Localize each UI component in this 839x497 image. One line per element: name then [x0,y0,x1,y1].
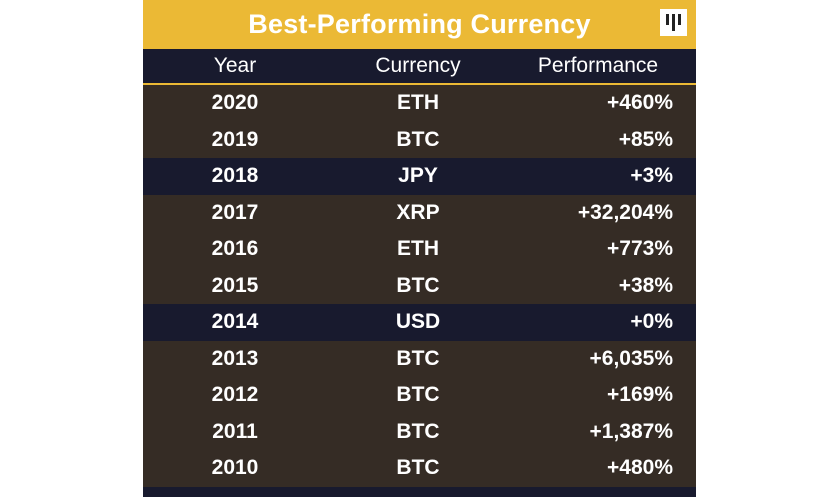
year-cell: 2012 [211,383,259,407]
pitchbook-logo-icon [660,9,687,36]
currency-cell: ETH [397,237,439,261]
performance-cell: +773% [607,237,673,261]
performance-cell: +480% [607,456,673,480]
table-row: 2018 JPY +3% [143,158,696,195]
year-cell: 2018 [211,164,259,188]
currency-cell: BTC [396,273,440,297]
performance-cell: +32,204% [577,200,673,224]
table-row: 2011 BTC +1,387% [143,413,696,450]
performance-cell: +38% [618,273,673,297]
table-row: 2020 ETH +460% [143,85,696,122]
year-cell: 2017 [211,200,259,224]
table-row: 2016 ETH +773% [143,231,696,268]
table-row: 2014 USD +0% [143,304,696,341]
year-cell: 2016 [211,237,259,261]
table-row: 2013 BTC +6,035% [143,340,696,377]
performance-cell: +0% [630,310,673,334]
currency-cell: XRP [396,200,440,224]
performance-cell: +460% [607,91,673,115]
year-cell: 2014 [211,310,259,334]
column-header-currency: Currency [375,54,461,77]
performance-cell: +3% [630,164,673,188]
column-header-year: Year [213,54,257,77]
performance-cell: +169% [607,383,673,407]
performance-cell: +1,387% [589,419,674,443]
year-cell: 2011 [212,419,258,443]
performance-cell: +85% [618,127,673,151]
currency-cell: JPY [398,164,438,188]
table-header-row: Year Currency Performance [143,49,696,85]
currency-cell: BTC [396,127,440,151]
column-header-performance: Performance [537,54,659,77]
year-cell: 2015 [211,273,259,297]
currency-cell: ETH [397,91,439,115]
title-bar: Best-Performing Currency [143,0,696,49]
year-cell: 2019 [211,127,259,151]
currency-cell: BTC [396,419,440,443]
performance-cell: +6,035% [589,346,674,370]
table-title: Best-Performing Currency [248,9,591,39]
table-row: 2012 BTC +169% [143,377,696,414]
year-cell: 2013 [211,346,259,370]
currency-cell: BTC [396,346,440,370]
bottom-strip [143,487,696,497]
year-cell: 2020 [211,91,259,115]
currency-cell: BTC [396,456,440,480]
table-row: 2010 BTC +480% [143,450,696,487]
currency-cell: BTC [396,383,440,407]
year-cell: 2010 [211,456,259,480]
table-row: 2017 XRP +32,204% [143,194,696,231]
currency-table-card: Best-Performing Currency Year Currency P… [143,0,696,497]
table-row: 2015 BTC +38% [143,267,696,304]
table-row: 2019 BTC +85% [143,121,696,158]
currency-cell: USD [395,310,441,334]
